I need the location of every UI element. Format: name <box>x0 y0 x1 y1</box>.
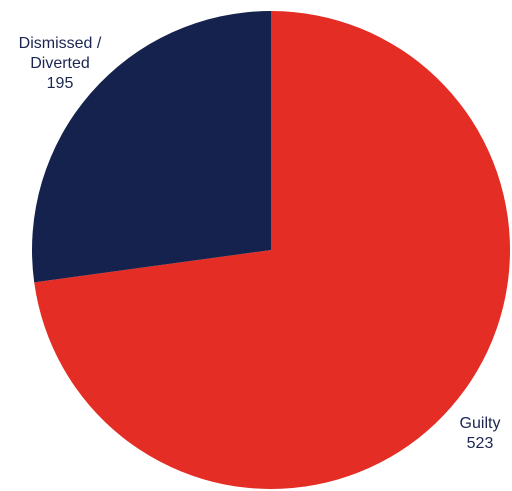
pie-slices <box>31 11 510 490</box>
pie-slice-label-0: Guilty 523 <box>460 415 501 452</box>
pie-slice-name-0: Guilty <box>460 415 501 432</box>
pie-slice-label-1: Dismissed / Diverted 195 <box>19 35 102 92</box>
pie-slice-name-1: Diverted <box>30 55 90 72</box>
pie-slice-value-0: 523 <box>467 435 494 452</box>
pie-slice-value-1: 195 <box>47 75 74 92</box>
pie-slice-name-1: Dismissed / <box>19 35 102 52</box>
pie-labels: Guilty 523 Dismissed / Diverted 195 <box>19 35 501 452</box>
pie-slice-1 <box>31 11 271 283</box>
pie-slice-0 <box>34 11 510 490</box>
